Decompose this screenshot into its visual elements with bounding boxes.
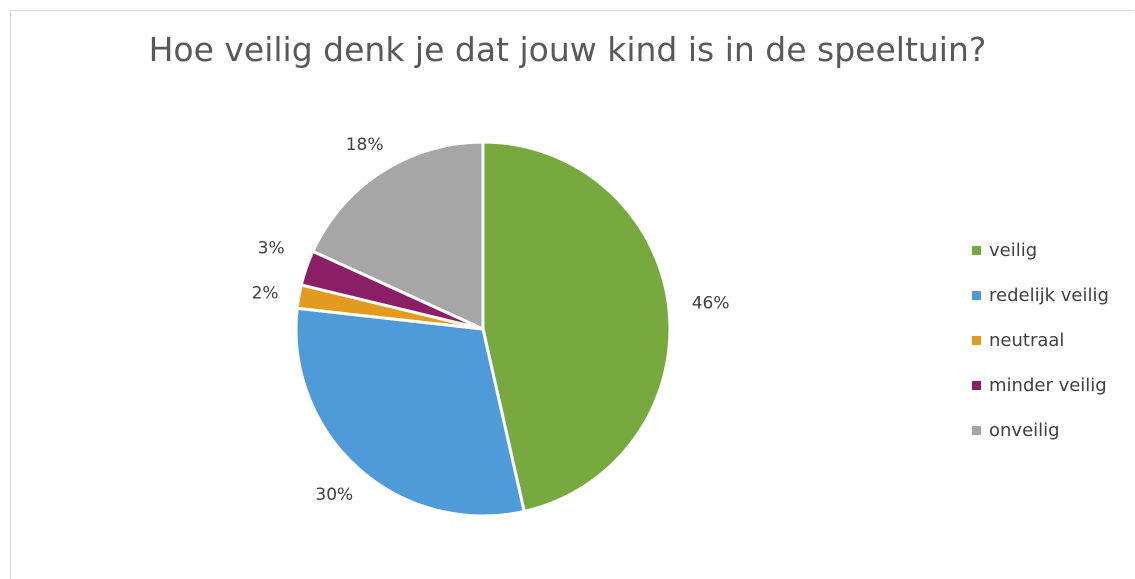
legend-swatch — [972, 246, 981, 255]
data-label-neutraal: 2% — [252, 284, 279, 304]
chart-legend: veilig redelijk veilig neutraal minder veil… — [972, 228, 1109, 453]
legend-label: veilig — [989, 240, 1038, 261]
pie-slices — [294, 140, 672, 518]
legend-swatch — [972, 426, 981, 435]
data-label-onveilig: 18% — [346, 135, 384, 155]
pie-slice-veilig — [481, 140, 672, 513]
legend-swatch — [972, 291, 981, 300]
legend-label: minder veilig — [989, 375, 1107, 396]
legend-label: redelijk veilig — [989, 285, 1109, 306]
legend-item-minder-veilig: minder veilig — [972, 363, 1109, 408]
pie-slice-onveilig — [311, 140, 485, 331]
legend-swatch — [972, 381, 981, 390]
legend-item-veilig: veilig — [972, 228, 1109, 273]
legend-item-redelijk-veilig: redelijk veilig — [972, 273, 1109, 318]
legend-label: neutraal — [989, 330, 1065, 351]
pie-slice-redelijk-veilig — [294, 306, 526, 518]
chart-title: Hoe veilig denk je dat jouw kind is in d… — [148, 30, 987, 69]
data-label-minder-veilig: 3% — [258, 239, 285, 259]
legend-swatch — [972, 336, 981, 345]
pie-labels: 46% 30% 2% 3% 18% — [252, 135, 730, 505]
legend-item-neutraal: neutraal — [972, 318, 1109, 363]
legend-label: onveilig — [989, 420, 1060, 441]
legend-item-onveilig: onveilig — [972, 408, 1109, 453]
data-label-redelijk-veilig: 30% — [315, 485, 353, 505]
data-label-veilig: 46% — [692, 294, 730, 314]
